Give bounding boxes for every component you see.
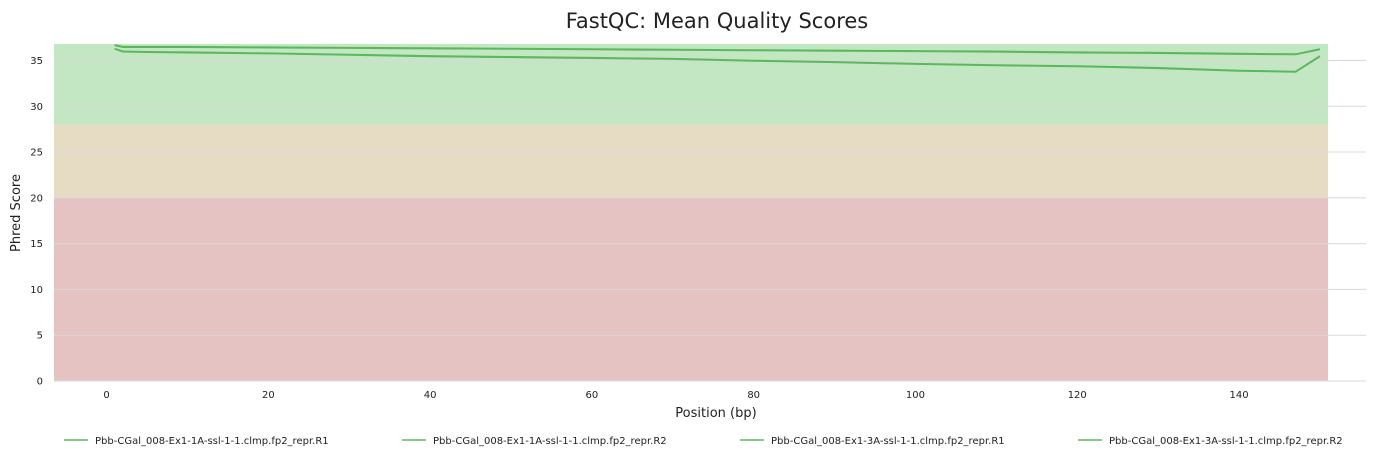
legend-item-1: Pbb-CGal_008-Ex1-1A-ssl-1-1.clmp.fp2_rep… — [64, 436, 329, 447]
chart-title: FastQC: Mean Quality Scores — [566, 9, 869, 33]
quality-band-0 — [54, 44, 1328, 125]
legend-label-2: Pbb-CGal_008-Ex1-1A-ssl-1-1.clmp.fp2_rep… — [433, 436, 667, 447]
legend-item-2: Pbb-CGal_008-Ex1-1A-ssl-1-1.clmp.fp2_rep… — [402, 436, 667, 447]
x-tick-label-80: 80 — [747, 390, 760, 401]
series-line-4 — [114, 48, 1321, 73]
quality-bands — [54, 44, 1328, 381]
y-tick-label-30: 30 — [30, 102, 43, 113]
x-tick-label-140: 140 — [1229, 390, 1248, 401]
y-tick-label-25: 25 — [30, 148, 43, 159]
legend-item-3: Pbb-CGal_008-Ex1-3A-ssl-1-1.clmp.fp2_rep… — [740, 436, 1005, 447]
x-axis-ticks: 0 20 40 60 80 100 120 140 — [103, 390, 1248, 401]
x-tick-label-120: 120 — [1068, 390, 1087, 401]
legend-label-3: Pbb-CGal_008-Ex1-3A-ssl-1-1.clmp.fp2_rep… — [771, 436, 1005, 447]
grid-lines — [54, 59, 1366, 382]
legend-label-1: Pbb-CGal_008-Ex1-1A-ssl-1-1.clmp.fp2_rep… — [95, 436, 329, 447]
y-tick-label-15: 15 — [30, 239, 43, 250]
legend: Pbb-CGal_008-Ex1-1A-ssl-1-1.clmp.fp2_rep… — [64, 436, 1343, 447]
legend-label-4: Pbb-CGal_008-Ex1-3A-ssl-1-1.clmp.fp2_rep… — [1109, 436, 1343, 447]
series-lines — [114, 44, 1321, 73]
x-axis-label: Position (bp) — [675, 406, 756, 421]
x-tick-label-0: 0 — [103, 390, 109, 401]
y-tick-label-10: 10 — [30, 285, 43, 296]
y-tick-label-0: 0 — [37, 377, 43, 388]
x-tick-label-40: 40 — [424, 390, 437, 401]
y-axis-ticks: 0 5 10 15 20 25 30 35 — [30, 56, 43, 388]
x-tick-label-100: 100 — [906, 390, 925, 401]
x-tick-label-20: 20 — [262, 390, 275, 401]
quality-band-1 — [54, 124, 1328, 198]
y-tick-label-20: 20 — [30, 193, 43, 204]
y-tick-label-5: 5 — [37, 331, 43, 342]
x-tick-label-60: 60 — [586, 390, 599, 401]
series-line-3 — [114, 44, 1321, 56]
y-axis-label: Phred Score — [9, 174, 24, 252]
legend-item-4: Pbb-CGal_008-Ex1-3A-ssl-1-1.clmp.fp2_rep… — [1078, 436, 1343, 447]
y-tick-label-35: 35 — [30, 56, 43, 67]
